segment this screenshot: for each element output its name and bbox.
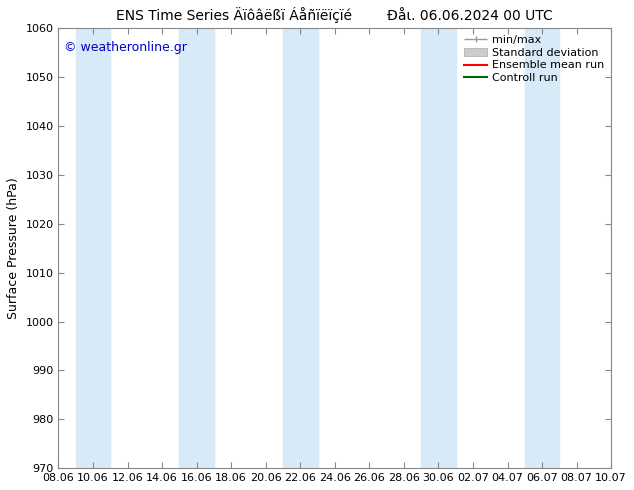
Bar: [283, 28, 318, 468]
Bar: [421, 28, 456, 468]
Text: © weatheronline.gr: © weatheronline.gr: [64, 42, 187, 54]
Title: ENS Time Series Äïôâëßï Áåñïëïçïé        Đåι. 06.06.2024 00 UTC: ENS Time Series Äïôâëßï Áåñïëïçïé Đåι. 0…: [117, 7, 553, 23]
Bar: [75, 28, 110, 468]
Bar: [525, 28, 559, 468]
Y-axis label: Surface Pressure (hPa): Surface Pressure (hPa): [7, 177, 20, 319]
Legend: min/max, Standard deviation, Ensemble mean run, Controll run: min/max, Standard deviation, Ensemble me…: [460, 30, 609, 88]
Bar: [179, 28, 214, 468]
